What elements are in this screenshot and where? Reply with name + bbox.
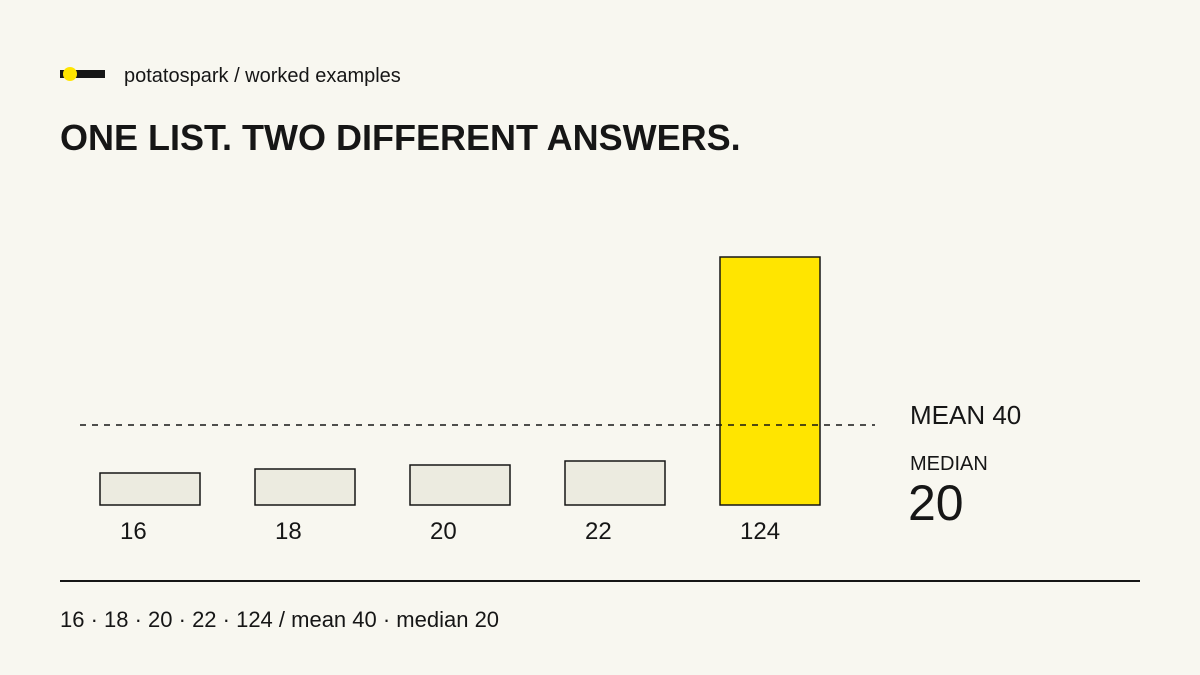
bar — [254, 468, 356, 506]
logo-bar — [60, 70, 105, 78]
value-label: 124 — [740, 518, 780, 545]
value-label: 22 — [585, 518, 612, 545]
value-label: 16 — [120, 518, 147, 545]
bar — [99, 472, 201, 506]
median-label: MEDIAN — [910, 453, 988, 475]
bar — [409, 464, 511, 506]
logo-dot — [63, 67, 77, 81]
chart-title: ONE LIST. TWO DIFFERENT ANSWERS. — [60, 117, 741, 158]
value-label: 18 — [275, 518, 302, 545]
footer: 16 · 18 · 20 · 22 · 124 / mean 40 · medi… — [60, 607, 499, 632]
value-label: 20 — [430, 518, 457, 545]
bar — [564, 460, 666, 506]
mean-label: MEAN 40 — [910, 400, 1021, 430]
bar — [719, 256, 821, 506]
brand: potatospark / worked examples — [124, 65, 401, 87]
median-value: 20 — [908, 475, 964, 531]
